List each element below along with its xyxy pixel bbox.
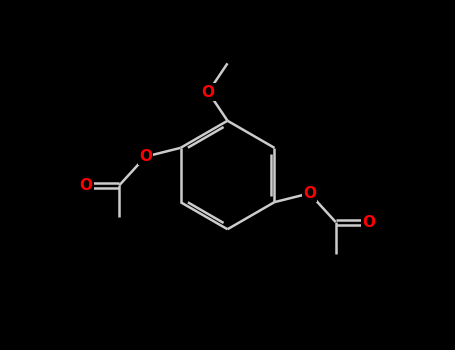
- Text: O: O: [303, 186, 316, 201]
- Text: O: O: [139, 149, 152, 164]
- Text: O: O: [363, 215, 375, 230]
- Text: O: O: [202, 85, 215, 99]
- Text: O: O: [80, 178, 92, 193]
